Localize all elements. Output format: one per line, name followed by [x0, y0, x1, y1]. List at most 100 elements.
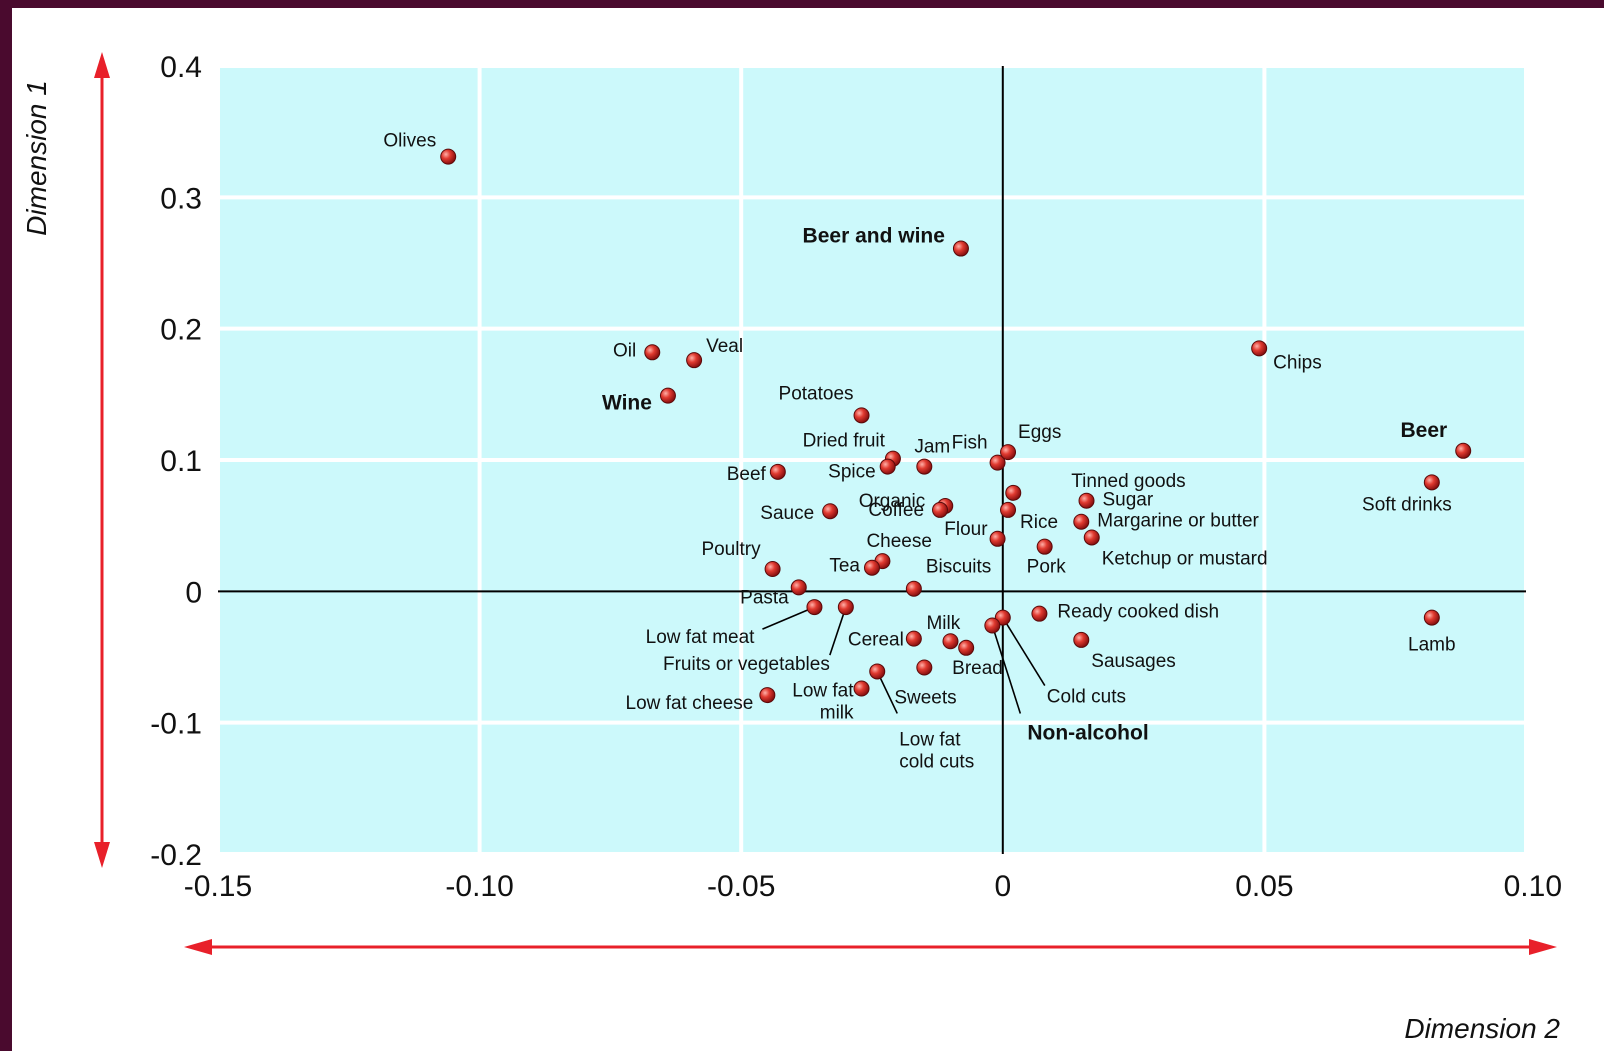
point-label-fish: Fish: [952, 433, 988, 454]
point-label-beer-and-wine: Beer and wine: [803, 225, 945, 248]
point-label-oil: Oil: [613, 340, 636, 361]
y-tick-label: 0.1: [160, 445, 202, 478]
point-label-eggs: Eggs: [1018, 422, 1061, 443]
data-point-low-fat-meat: [806, 599, 823, 616]
point-label-jam: Jam: [914, 437, 950, 458]
data-point-low-fat-cold-cuts: [869, 663, 886, 680]
data-point-sugar: [1078, 492, 1095, 509]
x-axis-title: Dimension 2: [1404, 1013, 1560, 1044]
point-label-cereal: Cereal: [848, 630, 904, 651]
arrow-head-left: [184, 939, 212, 955]
point-label-sweets: Sweets: [894, 688, 956, 709]
point-label-cold-cuts: Cold cuts: [1047, 687, 1126, 708]
data-point-beef: [769, 463, 786, 480]
point-label-spice: Spice: [828, 462, 876, 483]
arrow-head-down: [94, 842, 110, 868]
point-label-soft-drinks: Soft drinks: [1362, 494, 1452, 515]
point-label-bread: Bread: [952, 658, 1003, 679]
data-point-olives: [440, 148, 457, 165]
point-label-tea: Tea: [829, 556, 860, 577]
leader-line-fruits-or-vegetables: [829, 606, 847, 656]
point-label-beer: Beer: [1401, 419, 1448, 442]
point-label-ketchup-or-mustard: Ketchup or mustard: [1102, 548, 1268, 569]
point-label-tinned-goods: Tinned goods: [1071, 471, 1185, 492]
data-point-chips: [1251, 340, 1268, 357]
point-label-flour: Flour: [944, 519, 988, 540]
data-point-poultry: [764, 561, 781, 578]
data-point-wine: [659, 387, 676, 404]
point-label-low-fat-cold-cuts: Low fat: [899, 729, 961, 750]
data-point-rice: [1000, 501, 1017, 518]
point-label-low-fat-cheese: Low fat cheese: [626, 693, 754, 714]
data-point-sweets: [916, 659, 933, 676]
point-label-coffee: Coffee: [868, 500, 924, 521]
leader-line-low-fat-meat: [762, 606, 815, 630]
point-label-milk: Milk: [926, 613, 960, 634]
data-point-margarine-or-butter: [1073, 513, 1090, 530]
point-label-rice: Rice: [1020, 512, 1058, 533]
data-point-ready-cooked-dish: [1031, 605, 1048, 622]
y-tick-label: 0.4: [160, 51, 202, 84]
data-point-lamb: [1423, 609, 1440, 626]
data-point-beer-and-wine: [952, 240, 969, 257]
point-label-olives: Olives: [383, 131, 436, 152]
point-label-poultry: Poultry: [701, 539, 761, 560]
data-point-fish: [989, 454, 1006, 471]
data-point-cereal: [905, 630, 922, 647]
data-point-pasta: [790, 579, 807, 596]
point-label-sugar: Sugar: [1103, 490, 1154, 511]
y-tick-label: -0.2: [150, 839, 202, 872]
leader-line-cold-cuts: [1002, 617, 1046, 687]
x-tick-label: 0.10: [1504, 870, 1562, 903]
x-tick-label: 0: [994, 870, 1011, 903]
y-tick-label: 0: [185, 576, 202, 609]
y-tick-label: 0.3: [160, 182, 202, 215]
y-tick-label: 0.2: [160, 314, 202, 347]
point-label-biscuits: Biscuits: [926, 557, 991, 578]
y-axis-title: Dimension 1: [21, 80, 52, 236]
data-point-biscuits: [905, 580, 922, 597]
arrow-head-right: [1529, 939, 1557, 955]
arrow-head-up: [94, 52, 110, 78]
point-label-potatoes: Potatoes: [779, 383, 854, 404]
data-point-low-fat-milk: [853, 680, 870, 697]
point-label-pork: Pork: [1027, 557, 1067, 578]
data-point-non-alcohol: [984, 617, 1001, 634]
data-point-pork: [1036, 538, 1053, 555]
data-point-jam: [916, 458, 933, 475]
point-label-beef: Beef: [727, 464, 767, 485]
point-label-low-fat-meat: Low fat meat: [646, 627, 755, 648]
point-label-fruits-or-vegetables: Fruits or vegetables: [663, 654, 830, 675]
data-point-potatoes: [853, 407, 870, 424]
point-label-organic: Organic: [859, 491, 926, 512]
point-label-margarine-or-butter: Margarine or butter: [1097, 511, 1259, 532]
point-label-ready-cooked-dish: Ready cooked dish: [1057, 602, 1219, 623]
point-label-lamb: Lamb: [1408, 635, 1456, 656]
point-label-wine: Wine: [602, 392, 652, 415]
data-point-low-fat-cheese: [759, 687, 776, 704]
point-label-cheese: Cheese: [866, 531, 932, 552]
y-tick-label: -0.1: [150, 708, 202, 741]
point-label-sauce: Sauce: [760, 503, 814, 524]
data-point-tinned-goods: [1005, 484, 1022, 501]
data-point-eggs: [1000, 444, 1017, 461]
point-label-veal: Veal: [706, 336, 743, 357]
x-tick-label: -0.15: [184, 870, 252, 903]
scatter-chart: -0.2-0.100.10.20.30.4-0.15 -0.10 -0.05 0 0.0…: [21, 51, 1562, 1044]
data-point-flour: [989, 530, 1006, 547]
x-tick-label: -0.10: [445, 870, 513, 903]
x-tick-label: -0.05: [707, 870, 775, 903]
data-point-sausages: [1073, 631, 1090, 648]
leader-line-non-alcohol: [991, 625, 1022, 714]
data-point-soft-drinks: [1423, 474, 1440, 491]
data-point-bread: [958, 639, 975, 656]
data-point-milk: [942, 633, 959, 650]
point-label-non-alcohol: Non-alcohol: [1027, 721, 1148, 744]
data-point-tea: [864, 559, 880, 576]
data-point-sauce: [822, 503, 839, 520]
x-tick-label: 0.05: [1235, 870, 1293, 903]
data-point-veal: [686, 352, 703, 369]
data-point-coffee: [932, 501, 949, 518]
data-point-ketchup-or-mustard: [1083, 529, 1100, 546]
point-label-sausages: Sausages: [1091, 651, 1176, 672]
